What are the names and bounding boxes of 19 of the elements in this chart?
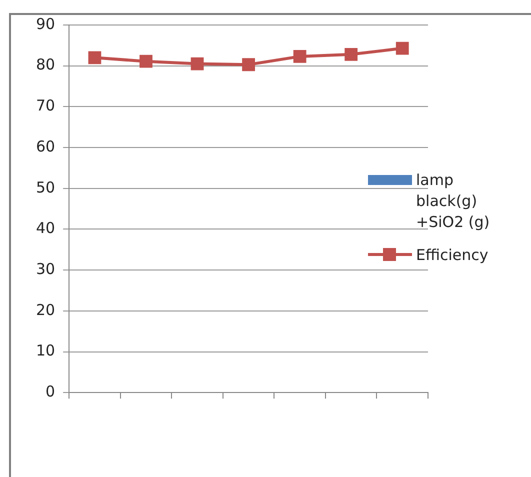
y-tick-label: 70 <box>36 96 56 115</box>
y-tick-label: 30 <box>36 260 56 278</box>
point <box>344 48 358 61</box>
y-tick-label: 10 <box>36 342 56 360</box>
y-tick-label: 40 <box>36 219 56 238</box>
y-tick-label: 80 <box>36 56 56 74</box>
point <box>396 42 409 55</box>
point <box>88 51 102 64</box>
legend-label: Efficiency <box>416 245 488 266</box>
point <box>242 58 255 72</box>
y-tick-label: 0 <box>46 382 56 400</box>
y-tick-label: 20 <box>36 300 56 319</box>
point <box>190 57 204 70</box>
point <box>293 50 306 63</box>
y-tick-label: 60 <box>36 137 56 156</box>
y-tick-label: 90 <box>36 14 56 33</box>
y-tick-label: 50 <box>36 178 56 196</box>
legend-label: lamp black(g) +SiO2 (g) <box>416 170 491 233</box>
point <box>140 54 152 68</box>
